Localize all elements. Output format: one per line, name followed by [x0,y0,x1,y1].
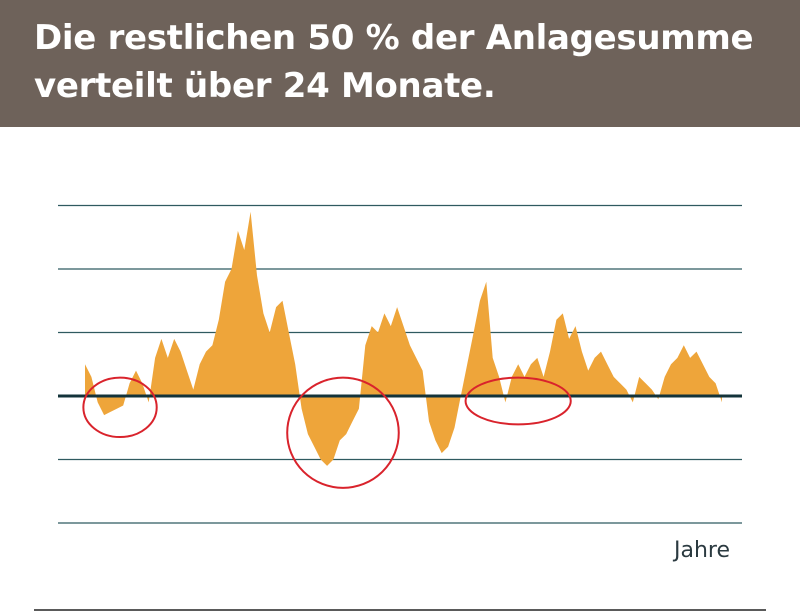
area-fill [85,211,722,466]
highlight-circle [286,376,400,489]
area-series [85,211,722,466]
highlight-circle [464,376,572,426]
title-banner: Die restlichen 50 % der Anlagesumme vert… [0,0,800,127]
highlight-circles [82,376,572,489]
chart-title-line-2: verteilt über 24 Monate. [34,66,496,106]
highlight-circle [82,376,158,439]
area-chart: Jahre [34,204,766,611]
chart-title-line-1: Die restlichen 50 % der Anlagesumme [34,18,754,58]
x-axis-label: Jahre [672,538,730,563]
